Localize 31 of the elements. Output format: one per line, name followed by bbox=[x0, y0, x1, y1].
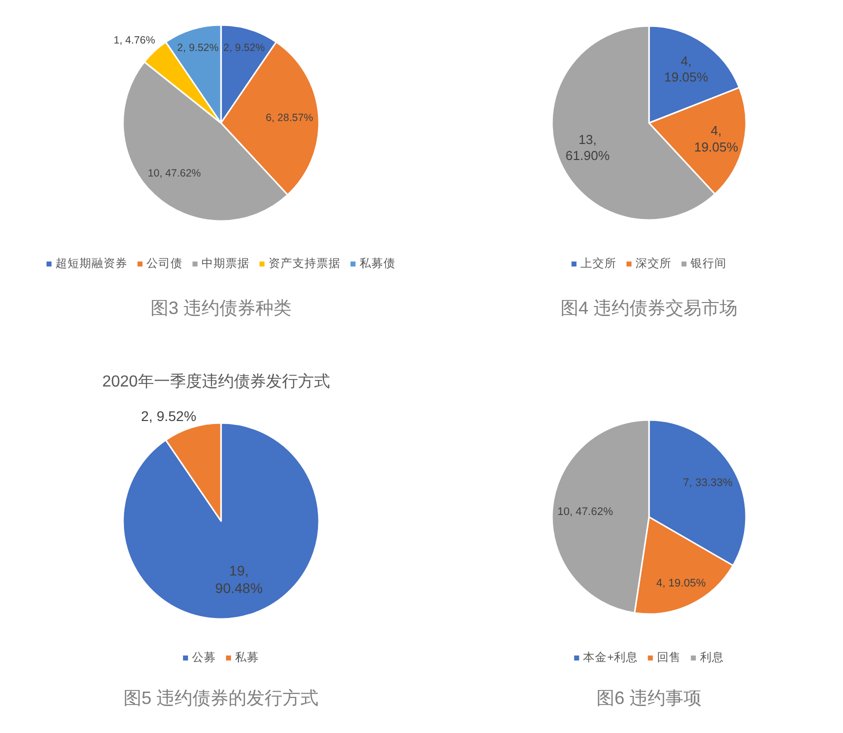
legend-label: 私募 bbox=[235, 651, 259, 664]
legend-label: 超短期融资券 bbox=[56, 257, 128, 270]
data-label: 7, 33.33% bbox=[683, 477, 733, 490]
legend-label: 利息 bbox=[700, 651, 724, 664]
data-label: 4, 19.05% bbox=[694, 122, 739, 154]
data-label: 10, 47.62% bbox=[148, 167, 201, 180]
data-label: 2, 9.52% bbox=[141, 408, 196, 424]
data-label: 6, 28.57% bbox=[266, 112, 314, 124]
caption: 图4 违约债券交易市场 bbox=[560, 298, 738, 318]
data-label: 2, 9.52% bbox=[177, 42, 219, 54]
legend-label: 资产支持票据 bbox=[268, 256, 340, 270]
data-label: 10, 47.62% bbox=[557, 506, 614, 518]
legend-label: 深交所 bbox=[636, 256, 672, 270]
legend-label: 中期票据 bbox=[202, 257, 250, 270]
legend-label: 私募债 bbox=[360, 257, 396, 270]
caption: 图5 违约债券的发行方式 bbox=[123, 688, 319, 708]
data-label: 4, 19.05% bbox=[664, 52, 709, 84]
legend-label: 本金+利息 bbox=[583, 651, 638, 664]
legend-label: 银行间 bbox=[690, 257, 726, 270]
caption: 图3 违约债券种类 bbox=[150, 298, 292, 318]
data-label: 13, 61.90% bbox=[566, 131, 610, 163]
legend-label: 公募 bbox=[192, 651, 216, 664]
legend-label: 公司债 bbox=[146, 257, 182, 270]
data-label: 1, 4.76% bbox=[114, 34, 156, 46]
chart-title: 2020年一季度违约债券发行方式 bbox=[102, 372, 330, 390]
caption: 图6 违约事项 bbox=[596, 688, 702, 708]
data-label: 2, 9.52% bbox=[223, 42, 265, 54]
data-label: 4, 19.05% bbox=[656, 577, 706, 590]
legend-label: 上交所 bbox=[580, 256, 616, 270]
legend-label: 回售 bbox=[656, 651, 681, 664]
data-label: 19, 90.48% bbox=[215, 562, 263, 596]
